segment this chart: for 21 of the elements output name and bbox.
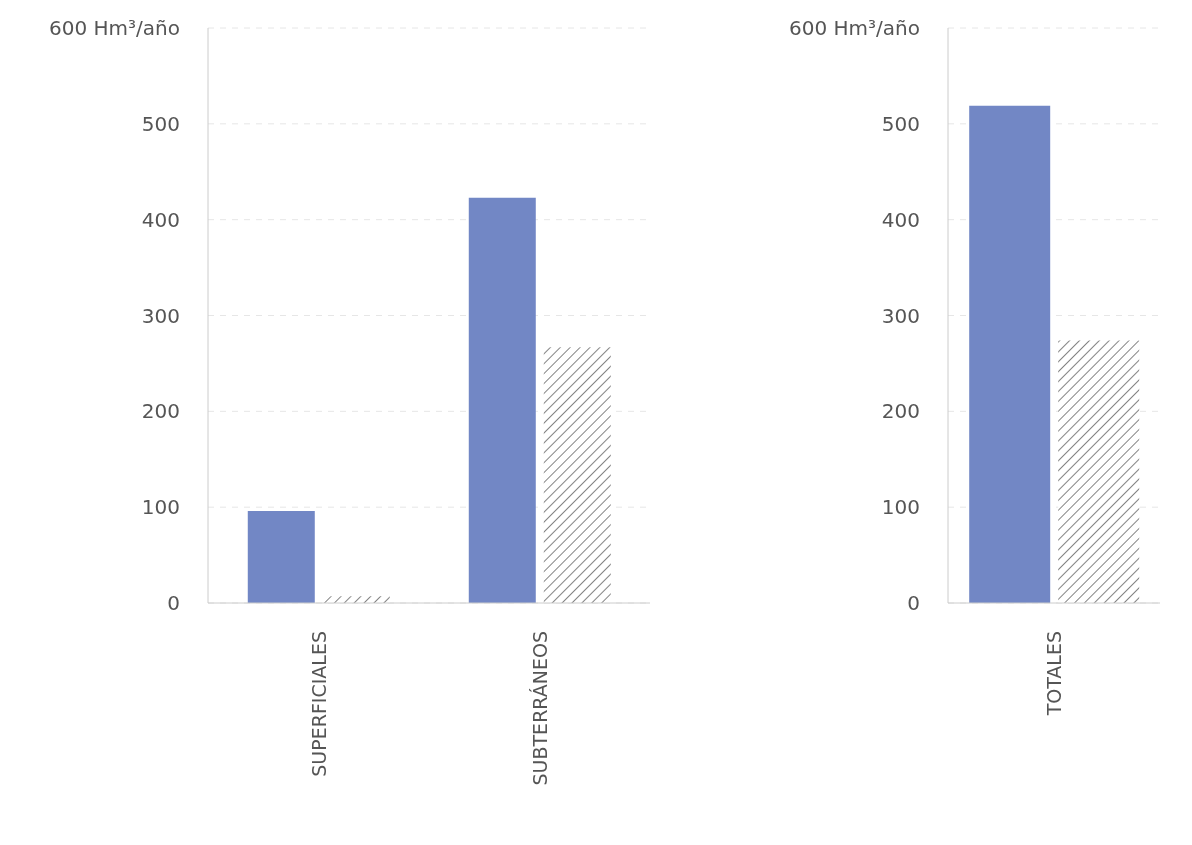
y-tick-label: 300 xyxy=(141,303,180,328)
y-tick-label: 400 xyxy=(881,207,920,232)
x-tick-label: SUPERFICIALES xyxy=(307,631,330,777)
y-tick-label: 100 xyxy=(881,495,920,520)
y-tick-label: 0 xyxy=(907,591,920,616)
y-tick-label: 500 xyxy=(881,111,920,136)
bar xyxy=(468,197,536,603)
y-tick-label: 300 xyxy=(881,303,920,328)
y-tick-label: 0 xyxy=(167,591,180,616)
y-tick-label: 500 xyxy=(141,111,180,136)
x-tick-label: TOTALES xyxy=(1043,631,1065,717)
y-tick-label: 400 xyxy=(141,207,180,232)
y-tick-label: 600 Hm³/año xyxy=(49,16,180,41)
y-tick-label: 200 xyxy=(141,399,180,424)
bar xyxy=(322,596,390,603)
bar xyxy=(247,511,315,603)
y-tick-label: 200 xyxy=(881,399,920,424)
bar xyxy=(543,347,611,603)
x-tick-label: SUBTERRÁNEOS xyxy=(528,631,551,786)
y-tick-label: 600 Hm³/año xyxy=(789,16,920,41)
y-tick-label: 100 xyxy=(141,495,180,520)
